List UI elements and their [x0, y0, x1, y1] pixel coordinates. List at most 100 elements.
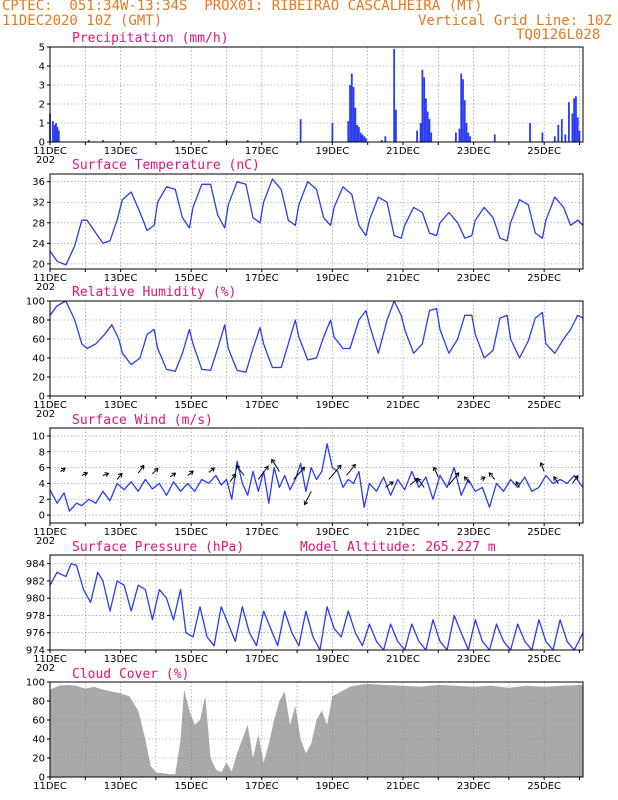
x-tick-label: 23DEC: [457, 400, 491, 411]
x-tick-label: 23DEC: [457, 527, 491, 538]
wind-vector: [257, 465, 269, 480]
y-tick-label: 6: [39, 463, 45, 474]
precip-bar: [421, 69, 424, 142]
x-tick-label: 11DEC: [33, 781, 67, 792]
precip-bar: [460, 73, 463, 142]
panel-cloud: 0 20 40 60 80 100 11DEC 13DEC 15DEC 17DEC 19DEC 21D…: [26, 667, 584, 792]
precip-bar: [462, 79, 464, 142]
precip-bar: [172, 140, 175, 142]
y-tick-label: 2: [39, 100, 45, 111]
wind-arrowhead: [515, 481, 520, 486]
series-wind: [49, 443, 584, 512]
precip-bar: [416, 130, 418, 142]
precip-bar: [354, 107, 357, 142]
x-tick-label: 11DEC: [33, 400, 67, 411]
precip-bar: [469, 136, 471, 142]
x-year-fragment: 202: [36, 282, 55, 293]
wind-arrowhead: [574, 474, 579, 480]
x-tick-label: 15DEC: [174, 781, 208, 792]
precip-bar: [564, 134, 567, 142]
y-tick-label: 20: [32, 373, 45, 384]
panel-pres: 974 976 978 980 982 984 11DEC 13DEC 15DEC 17DEC 19…: [26, 540, 584, 674]
wind-vector: [169, 472, 176, 478]
x-tick-label: 11DEC: [33, 654, 67, 665]
y-tick-label: 984: [26, 559, 45, 570]
x-tick-label: 15DEC: [174, 273, 208, 284]
precip-bar: [541, 132, 544, 142]
x-tick-label: 25DEC: [527, 400, 561, 411]
precip-bar: [529, 123, 531, 142]
model-altitude-note: Model Altitude: 265.227 m: [300, 540, 496, 555]
precip-bar: [395, 109, 397, 142]
wind-arrowhead: [153, 467, 159, 473]
x-tick-label: 19DEC: [316, 781, 350, 792]
wind-vector: [229, 473, 236, 483]
precip-bar: [55, 123, 57, 142]
y-tick-label: 4: [39, 479, 45, 490]
precip-bar: [553, 136, 556, 142]
y-tick-label: 80: [32, 316, 45, 327]
wind-arrowhead: [463, 476, 469, 481]
x-tick-label: 19DEC: [316, 400, 350, 411]
y-tick-label: 978: [26, 611, 45, 622]
wind-arrowhead: [553, 476, 558, 481]
x-tick-label: 25DEC: [527, 273, 561, 284]
y-tick-label: 8: [39, 447, 45, 458]
x-tick-label: 17DEC: [245, 654, 279, 665]
wind-arrowhead: [539, 461, 545, 467]
wind-vector: [417, 478, 425, 488]
wind-vector: [540, 462, 545, 472]
x-tick-label: 15DEC: [174, 527, 208, 538]
wind-vector: [515, 481, 520, 488]
y-tick-label: 40: [32, 735, 45, 746]
header-date: 11DEC2020 10Z (GMT): [2, 13, 163, 29]
precip-bar: [363, 136, 366, 142]
wind-vector: [448, 472, 460, 486]
x-tick-label: 13DEC: [104, 146, 138, 157]
precip-bar: [352, 86, 355, 142]
wind-arrowhead: [303, 500, 309, 506]
y-tick-label: 40: [32, 354, 45, 365]
panel-title-pres: Surface Pressure (hPa): [72, 540, 244, 555]
x-tick-label: 13DEC: [104, 654, 138, 665]
wind-arrowhead: [389, 481, 394, 486]
y-tick-label: 5: [39, 43, 45, 54]
wind-vector: [464, 476, 471, 484]
precip-bar: [467, 132, 470, 142]
wind-arrowhead: [300, 466, 306, 472]
precip-bar: [419, 123, 422, 142]
wind-vector: [572, 475, 579, 484]
x-tick-label: 13DEC: [104, 527, 138, 538]
precip-bar: [102, 140, 104, 142]
header-line1: CPTEC: 051:34W-13:34S PROX01: RIBEIRAO C…: [2, 0, 483, 14]
wind-arrowhead: [139, 464, 145, 470]
y-tick-label: 28: [32, 218, 45, 229]
panel-precip: 0 1 2 3 4 5 11DEC 13DEC 15DEC 17DEC 19DEC 21DEC 23DE…: [33, 31, 584, 166]
precip-bar: [430, 132, 433, 142]
x-tick-label: 17DEC: [245, 527, 279, 538]
wind-vector: [433, 466, 439, 478]
wind-arrowhead: [336, 464, 342, 470]
y-tick-label: 0: [39, 392, 45, 403]
precip-bar: [53, 124, 56, 142]
x-tick-label: 21DEC: [386, 781, 420, 792]
precip-bar: [331, 123, 334, 142]
x-tick-label: 25DEC: [527, 146, 561, 157]
precip-bar: [493, 134, 496, 142]
x-tick-label: 23DEC: [457, 146, 491, 157]
precip-bar: [380, 140, 383, 142]
y-tick-label: 976: [26, 628, 45, 639]
series-pres: [49, 562, 584, 651]
y-tick-label: 982: [26, 576, 45, 587]
wind-arrowhead: [481, 476, 486, 481]
wind-arrowhead: [231, 473, 237, 479]
wind-arrowhead: [271, 458, 276, 464]
precip-bar: [428, 119, 431, 142]
precip-bar: [575, 96, 577, 142]
precip-bar: [567, 102, 570, 142]
panel-wind: 0 2 4 6 8 10 11DEC 13DEC 15DEC 17DEC 19DEC 21DEC 23D…: [32, 413, 584, 547]
wind-vector: [187, 470, 194, 476]
x-tick-label: 17DEC: [245, 273, 279, 284]
wind-vector: [304, 491, 312, 505]
